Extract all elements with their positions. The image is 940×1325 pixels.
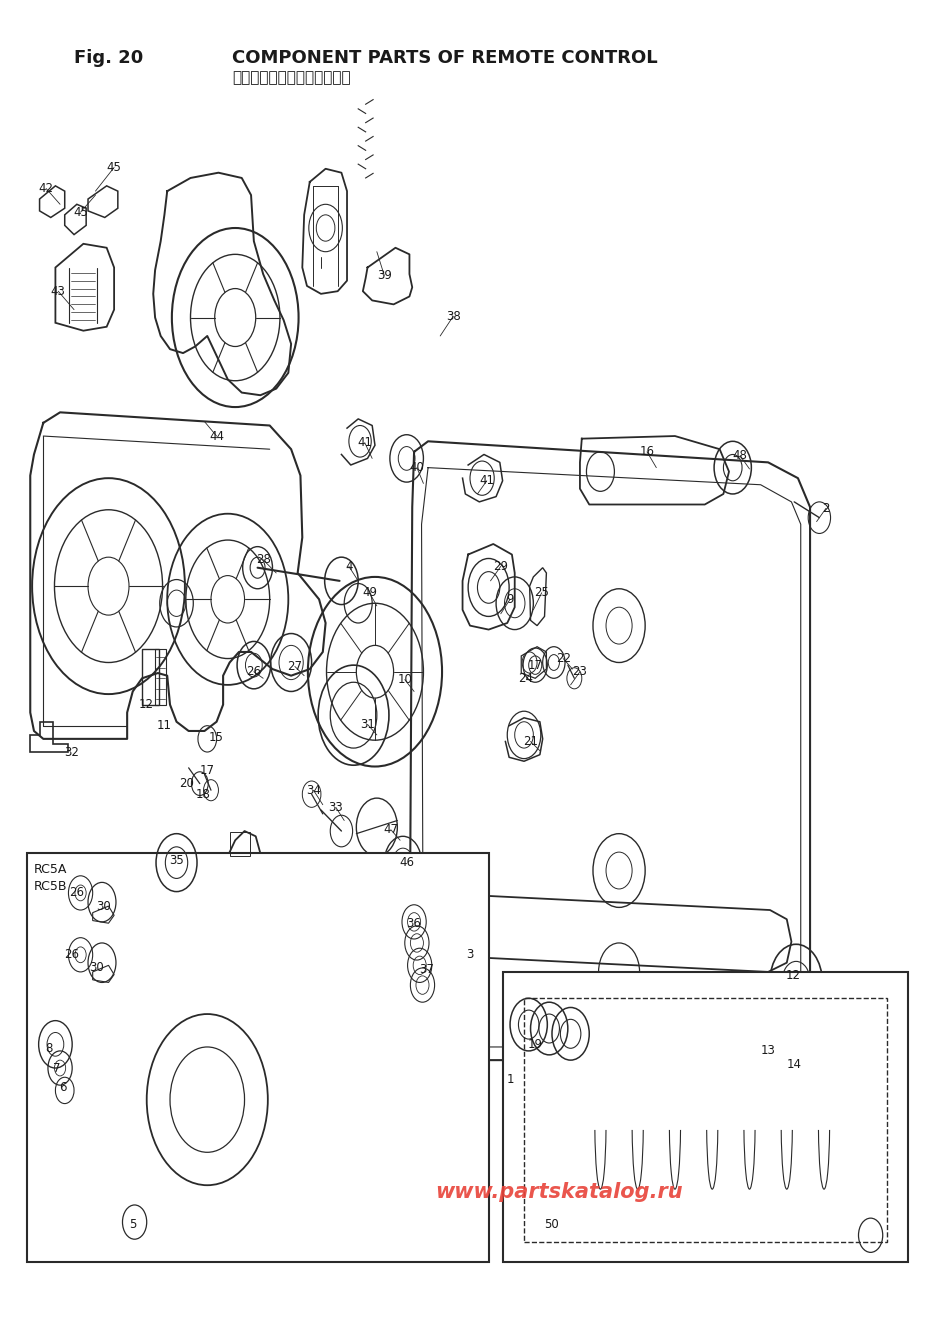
Text: 36: 36 — [407, 917, 421, 930]
Text: 43: 43 — [51, 285, 66, 298]
Text: Fig. 20: Fig. 20 — [74, 49, 143, 68]
Text: 17: 17 — [527, 659, 542, 672]
Text: 21: 21 — [523, 735, 538, 749]
Text: 26: 26 — [64, 949, 79, 962]
Text: 26: 26 — [70, 886, 85, 900]
Bar — [229, 832, 250, 856]
Text: 47: 47 — [384, 823, 399, 836]
Text: 30: 30 — [89, 962, 103, 974]
Text: 10: 10 — [398, 673, 413, 686]
Text: 24: 24 — [518, 672, 533, 685]
Text: 41: 41 — [479, 474, 494, 488]
Text: 31: 31 — [360, 718, 375, 731]
Text: 20: 20 — [180, 778, 195, 790]
Text: 30: 30 — [97, 900, 111, 913]
Text: 27: 27 — [288, 660, 303, 673]
Text: 7: 7 — [53, 1061, 60, 1075]
Text: 5: 5 — [129, 1218, 136, 1231]
Text: 46: 46 — [400, 856, 415, 869]
Text: 14: 14 — [787, 1057, 802, 1071]
Text: 32: 32 — [64, 746, 79, 758]
Text: COMPONENT PARTS OF REMOTE CONTROL: COMPONENT PARTS OF REMOTE CONTROL — [232, 49, 658, 68]
Text: 26: 26 — [246, 665, 261, 678]
Text: 48: 48 — [733, 449, 747, 462]
Text: 19: 19 — [527, 1037, 542, 1051]
Bar — [142, 649, 159, 705]
Text: www.partskatalog.ru: www.partskatalog.ru — [434, 1182, 682, 1202]
Text: 16: 16 — [639, 445, 654, 458]
Text: 49: 49 — [362, 586, 377, 599]
Text: 44: 44 — [209, 429, 224, 443]
Text: 4: 4 — [345, 560, 352, 572]
Text: 38: 38 — [446, 310, 461, 323]
Text: 8: 8 — [45, 1041, 53, 1055]
Text: 1: 1 — [507, 1073, 514, 1086]
Text: 15: 15 — [209, 731, 224, 745]
Bar — [27, 853, 489, 1261]
Text: 29: 29 — [494, 560, 509, 572]
Text: 2: 2 — [822, 502, 830, 515]
Text: 35: 35 — [169, 853, 184, 867]
Text: 18: 18 — [196, 787, 211, 800]
Text: 25: 25 — [534, 586, 549, 599]
Text: 12: 12 — [138, 698, 153, 712]
Text: 23: 23 — [572, 665, 588, 678]
Text: 50: 50 — [544, 1218, 559, 1231]
Text: 39: 39 — [377, 269, 392, 282]
Text: 3: 3 — [466, 949, 474, 962]
Text: RC5A
RC5B: RC5A RC5B — [34, 863, 68, 893]
Text: 37: 37 — [419, 963, 433, 975]
Text: 45: 45 — [106, 160, 121, 174]
Text: リモコンボックスの構成部品: リモコンボックスの構成部品 — [232, 70, 351, 85]
Text: 17: 17 — [200, 765, 214, 776]
Text: 40: 40 — [410, 461, 424, 474]
Text: 9: 9 — [507, 592, 514, 606]
Text: 45: 45 — [73, 205, 88, 219]
Text: 11: 11 — [157, 719, 172, 733]
Text: 12: 12 — [786, 970, 801, 982]
Text: 41: 41 — [357, 436, 372, 449]
Text: 13: 13 — [760, 1044, 776, 1057]
Text: 22: 22 — [556, 652, 571, 665]
Text: 33: 33 — [328, 800, 343, 814]
Bar — [503, 973, 908, 1261]
Text: 34: 34 — [306, 783, 321, 796]
Text: 28: 28 — [256, 554, 271, 566]
Bar — [155, 649, 166, 705]
Text: 6: 6 — [59, 1081, 67, 1094]
Bar — [524, 998, 887, 1242]
Text: 42: 42 — [39, 182, 54, 195]
